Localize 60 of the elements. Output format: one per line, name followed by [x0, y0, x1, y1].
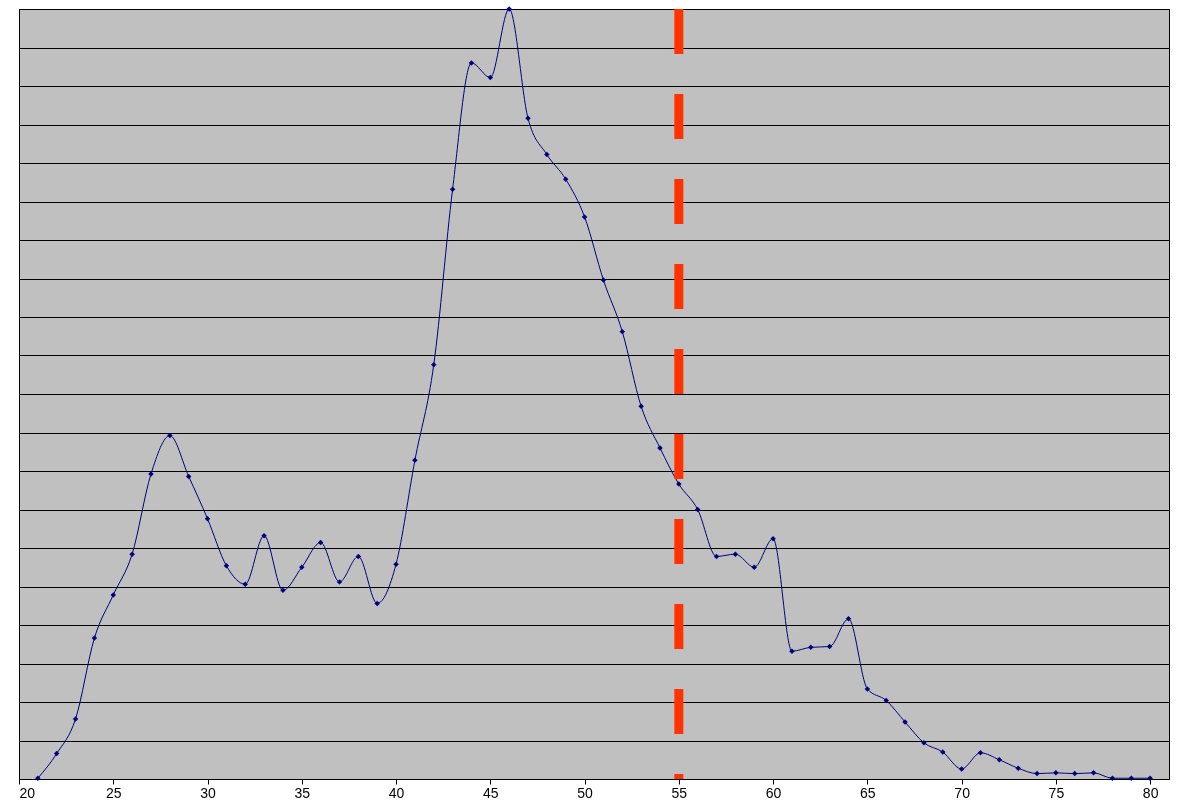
point — [449, 186, 456, 192]
point — [53, 750, 60, 757]
x-tick-label: 25 — [105, 784, 122, 801]
x-tick-label: 35 — [294, 784, 311, 801]
point — [280, 587, 286, 594]
point — [1015, 765, 1021, 771]
point — [525, 115, 531, 122]
x-tick-label: 65 — [860, 784, 876, 801]
point — [883, 697, 889, 704]
x-tick-label: 80 — [1142, 784, 1159, 801]
point — [676, 481, 682, 487]
point — [431, 362, 437, 368]
point — [1109, 775, 1116, 781]
point — [261, 532, 267, 539]
point — [1034, 770, 1040, 777]
point — [996, 757, 1003, 763]
point — [1053, 770, 1059, 776]
point — [732, 551, 739, 557]
point — [562, 176, 569, 182]
point — [544, 151, 550, 158]
x-tick-label: 55 — [671, 784, 688, 801]
x-tick-label: 60 — [765, 784, 782, 801]
x-tick-label: 70 — [954, 784, 971, 801]
point — [1147, 775, 1153, 781]
point — [940, 749, 946, 755]
x-tick-label: 40 — [388, 784, 405, 801]
point — [412, 457, 418, 463]
point — [336, 579, 343, 585]
point — [921, 740, 927, 746]
point — [167, 432, 173, 439]
point — [619, 328, 626, 335]
point — [977, 750, 984, 756]
x-tick-label: 45 — [483, 784, 499, 801]
point — [468, 60, 475, 66]
point — [1072, 770, 1078, 777]
point — [129, 551, 135, 557]
point — [110, 592, 116, 598]
point — [600, 277, 607, 283]
point — [1090, 770, 1097, 776]
point — [751, 564, 757, 570]
x-tick-label: 20 — [19, 784, 36, 801]
point — [72, 716, 79, 722]
point — [91, 635, 98, 641]
point — [770, 536, 776, 542]
point — [223, 562, 230, 569]
point — [638, 403, 644, 410]
point — [242, 581, 248, 587]
point — [1128, 775, 1135, 781]
point — [35, 775, 41, 781]
point — [299, 564, 305, 570]
x-tick-label: 50 — [577, 784, 594, 801]
point — [374, 600, 380, 607]
x-tick-label: 30 — [200, 784, 217, 801]
x-tick-label: 75 — [1048, 784, 1065, 801]
point — [581, 214, 588, 220]
point — [845, 616, 852, 622]
point — [958, 766, 965, 772]
point — [185, 473, 192, 480]
point — [864, 686, 871, 692]
point — [808, 644, 814, 651]
